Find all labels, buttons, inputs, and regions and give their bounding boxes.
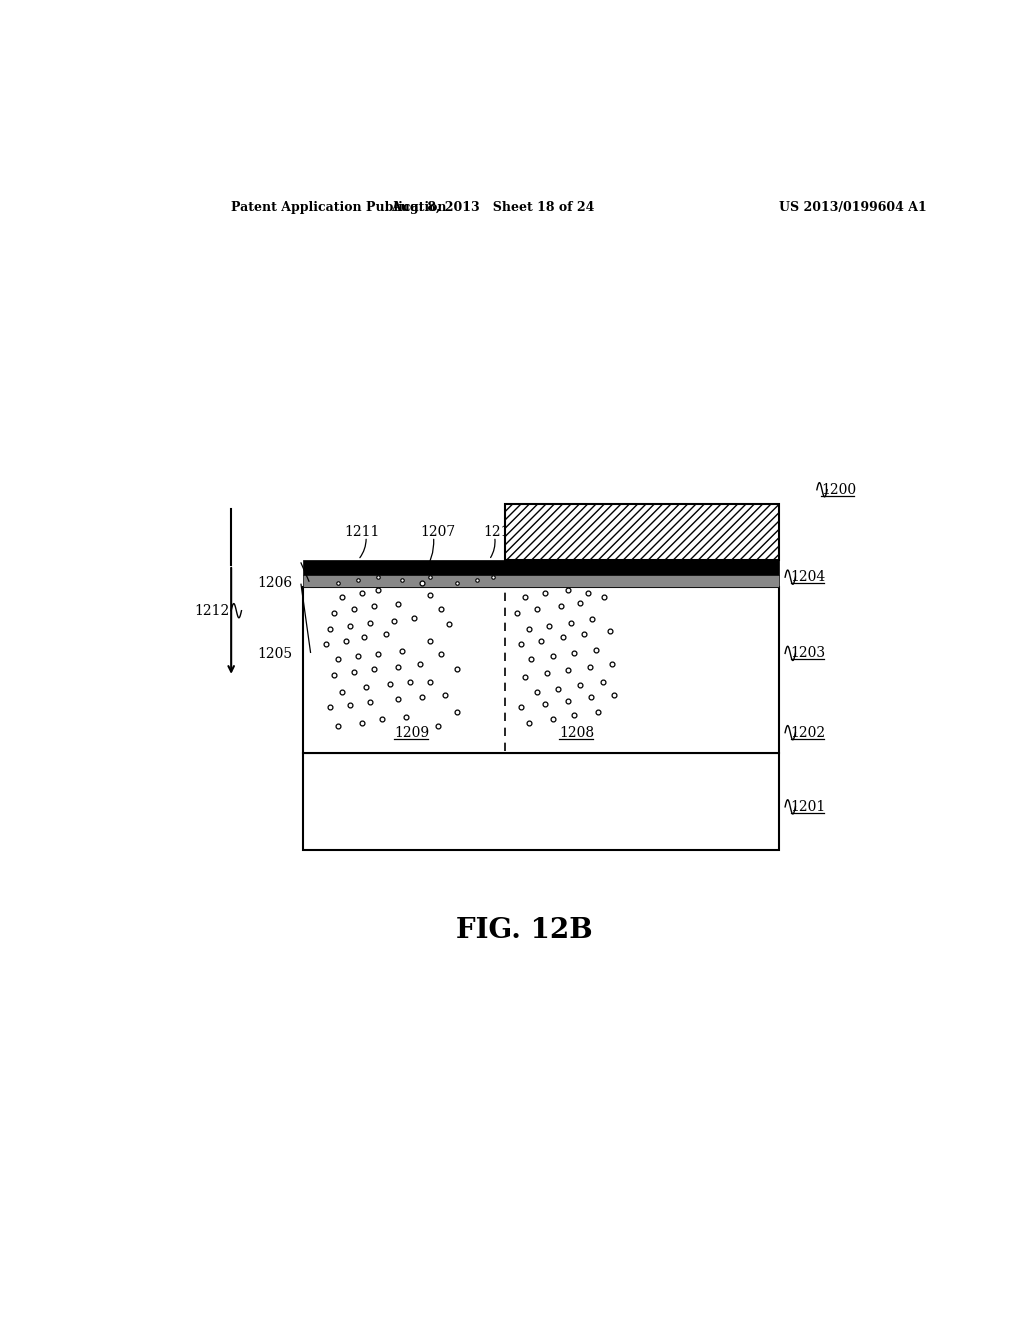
- Text: 1200: 1200: [821, 483, 856, 496]
- Text: 1209: 1209: [394, 726, 429, 739]
- Bar: [505, 504, 778, 560]
- Bar: [303, 560, 778, 576]
- Text: 1207: 1207: [420, 525, 456, 540]
- Text: 1213: 1213: [483, 525, 519, 540]
- Text: 1205: 1205: [257, 647, 293, 661]
- Bar: [303, 587, 778, 752]
- Text: 1202: 1202: [791, 726, 825, 739]
- Bar: [303, 752, 778, 850]
- Bar: [303, 576, 778, 587]
- Text: Patent Application Publication: Patent Application Publication: [231, 201, 446, 214]
- Text: US 2013/0199604 A1: US 2013/0199604 A1: [778, 201, 927, 214]
- Text: Aug. 8, 2013   Sheet 18 of 24: Aug. 8, 2013 Sheet 18 of 24: [391, 201, 595, 214]
- Text: 1206: 1206: [257, 577, 293, 590]
- Text: 1211: 1211: [344, 525, 379, 540]
- Text: 1201: 1201: [791, 800, 826, 814]
- Text: 1208: 1208: [559, 726, 594, 739]
- Text: 1212: 1212: [194, 603, 229, 618]
- Text: 1203: 1203: [791, 647, 825, 660]
- Text: FIG. 12B: FIG. 12B: [457, 917, 593, 944]
- Text: 1204: 1204: [791, 570, 826, 585]
